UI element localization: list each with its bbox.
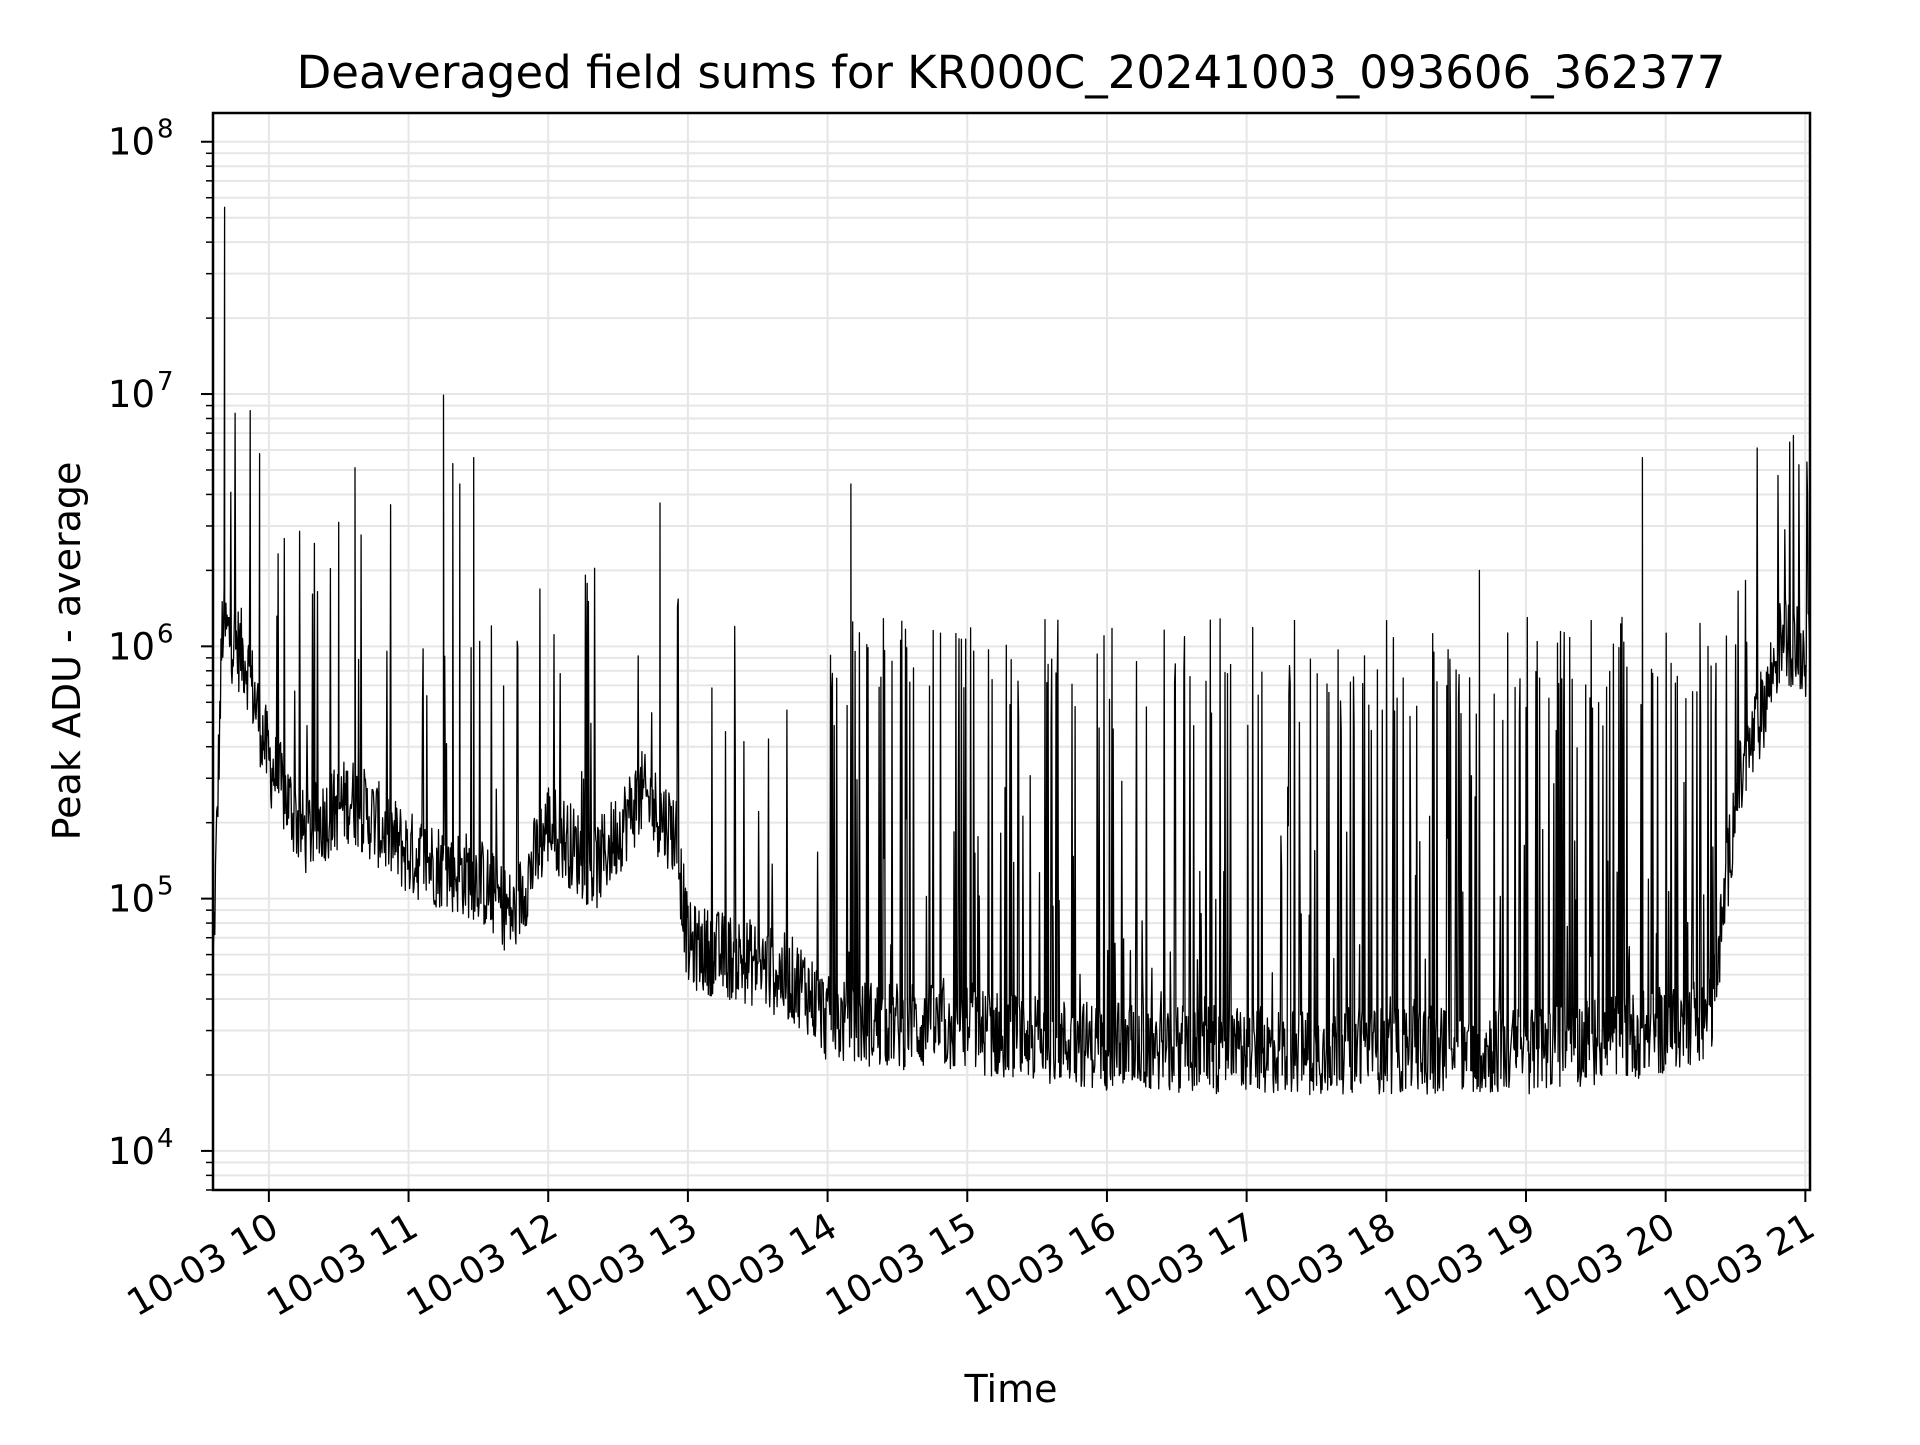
y-tick-label-base: 10 — [108, 1130, 155, 1173]
series-line — [212, 159, 1811, 1096]
y-tick-label-base: 10 — [108, 121, 155, 164]
y-tick-label-exponent: 6 — [157, 619, 174, 649]
y-tick-label-exponent: 5 — [157, 872, 174, 902]
y-tick-label: 10 — [108, 373, 155, 416]
y-tick-label-exponent: 7 — [157, 367, 174, 397]
plot-area — [212, 159, 1811, 1096]
plot-frame — [211, 111, 1812, 1192]
y-tick-label-exponent: 8 — [157, 115, 174, 145]
x-axis-label: Time — [964, 1367, 1058, 1411]
y-tick-label-base: 10 — [108, 625, 155, 668]
y-tick-label-base: 10 — [108, 878, 155, 921]
y-tick-label: 10 — [108, 625, 155, 668]
y-axis-label: Peak ADU - average — [45, 462, 89, 841]
y-tick-label: 10 — [108, 1130, 155, 1173]
y-tick-label-exponent: 4 — [157, 1124, 174, 1154]
chart-title: Deaveraged field sums for KR000C_2024100… — [297, 46, 1726, 99]
y-tick-label-base: 10 — [108, 373, 155, 416]
y-tick-label: 10 — [108, 121, 155, 164]
y-tick-label: 10 — [108, 878, 155, 921]
